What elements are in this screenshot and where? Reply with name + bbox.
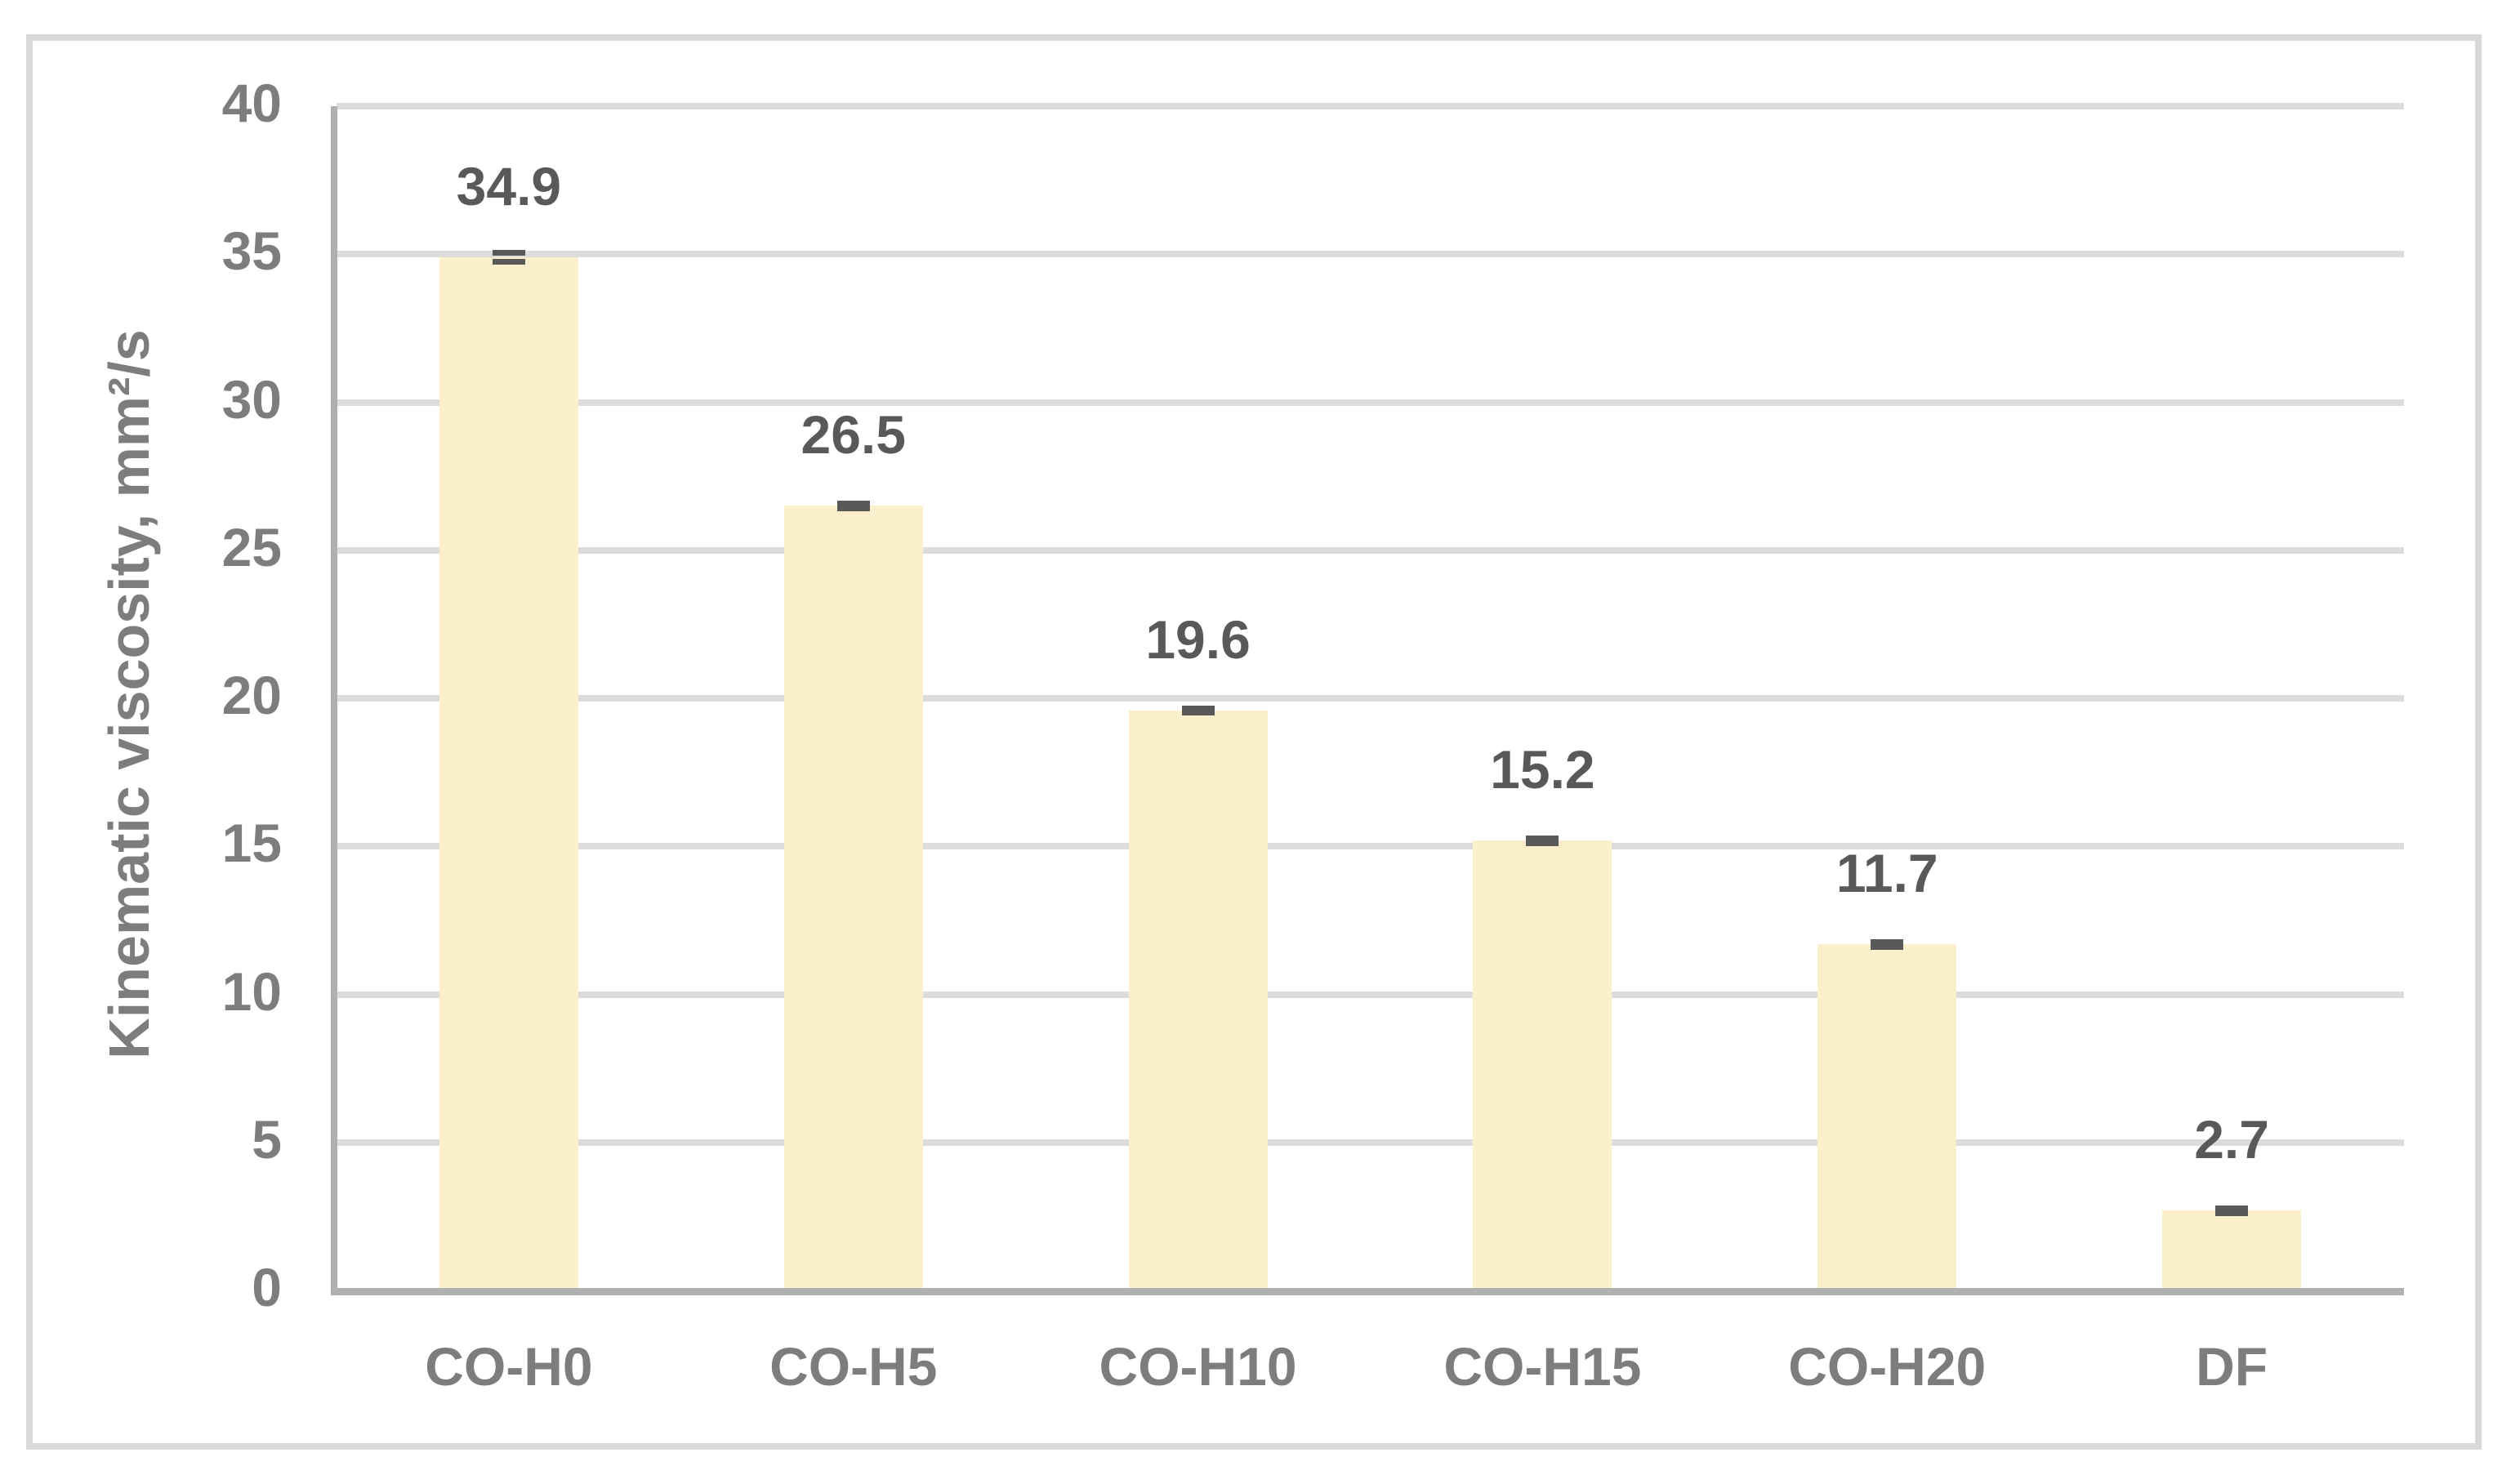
- y-tick-label: 10: [221, 960, 282, 1022]
- data-label: 15.2: [1490, 739, 1595, 800]
- bar-CO-H15: [1473, 840, 1612, 1290]
- gridline-15: [337, 843, 2404, 850]
- y-tick-label: 25: [221, 516, 282, 577]
- error-bar-top-cap: [492, 250, 525, 256]
- gridline-30: [337, 399, 2404, 406]
- error-bar-top-cap: [836, 501, 870, 507]
- error-bar-top-cap: [1181, 705, 1215, 711]
- error-bar-bottom-cap: [1871, 943, 1904, 950]
- gridline-20: [337, 695, 2404, 702]
- category-label: CO-H15: [1443, 1336, 1642, 1397]
- gridline-40: [337, 103, 2404, 109]
- y-axis-line: [331, 106, 337, 1295]
- category-label: CO-H0: [425, 1336, 593, 1397]
- gridline-5: [337, 1139, 2404, 1146]
- y-tick-label: 30: [221, 368, 282, 430]
- bar-CO-H5: [783, 506, 923, 1290]
- y-tick-label: 5: [252, 1108, 282, 1170]
- bar-CO-H20: [1817, 943, 1957, 1290]
- category-label: DF: [2196, 1336, 2268, 1397]
- gridline-25: [337, 546, 2404, 554]
- bar-DF: [2162, 1210, 2302, 1290]
- error-bar-bottom-cap: [492, 259, 525, 265]
- error-bar-top-cap: [1526, 836, 1559, 842]
- category-label: CO-H20: [1788, 1336, 1987, 1397]
- error-bar-bottom-cap: [1181, 710, 1215, 716]
- error-bar-bottom-cap: [1526, 840, 1559, 846]
- bar-CO-H10: [1128, 710, 1268, 1290]
- category-label: CO-H5: [769, 1336, 938, 1397]
- error-bar-bottom-cap: [836, 506, 870, 512]
- y-tick-label: 0: [252, 1257, 282, 1317]
- y-tick-label: 40: [221, 73, 282, 133]
- data-label: 26.5: [801, 404, 906, 466]
- y-tick-label: 35: [221, 221, 282, 282]
- error-bar-bottom-cap: [2215, 1210, 2249, 1217]
- data-label: 19.6: [1145, 608, 1251, 670]
- error-bar-top-cap: [2215, 1205, 2249, 1212]
- data-label: 2.7: [2194, 1109, 2269, 1170]
- y-tick-label: 15: [221, 813, 282, 874]
- data-label: 34.9: [456, 155, 562, 216]
- error-bar-top-cap: [1871, 938, 1904, 945]
- gridline-10: [337, 991, 2404, 998]
- bar-CO-H0: [439, 256, 578, 1290]
- gridline-35: [337, 251, 2404, 258]
- y-tick-label: 20: [221, 665, 282, 725]
- data-label: 11.7: [1835, 842, 1938, 903]
- category-label: CO-H10: [1099, 1336, 1297, 1397]
- x-axis-line: [331, 1288, 2404, 1295]
- figure-border: [26, 34, 2482, 1450]
